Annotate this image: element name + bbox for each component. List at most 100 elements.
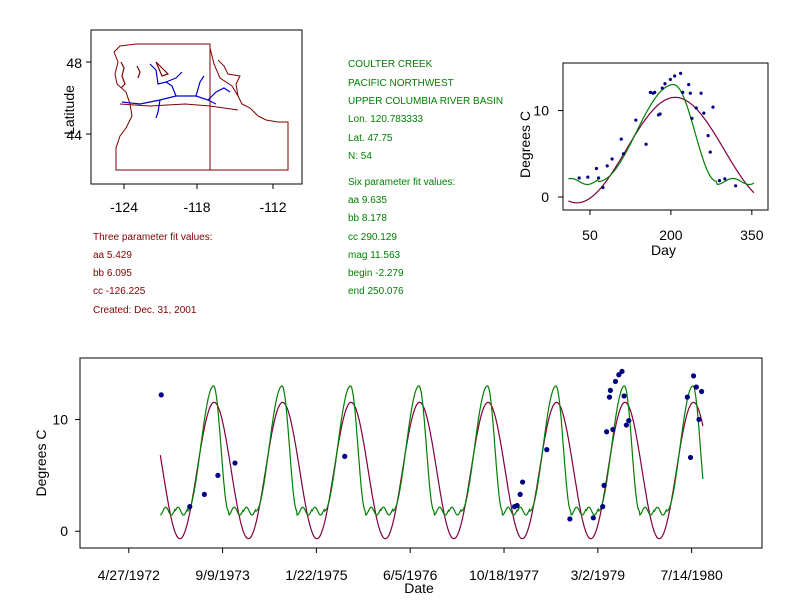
seasonal-xlabel: Day xyxy=(651,242,676,258)
seasonal-ytick-label: 0 xyxy=(541,189,549,205)
seasonal-point xyxy=(708,150,712,154)
map-xtick-label: -124 xyxy=(110,199,138,215)
seasonal-ytick-label: 10 xyxy=(533,103,549,119)
ts-point xyxy=(158,392,164,398)
seasonal-point xyxy=(694,106,698,110)
site-basin: UPPER COLUMBIA RIVER BASIN xyxy=(348,96,504,107)
three-param-title: Three parameter fit values: xyxy=(93,232,213,243)
ts-xtick-label: 10/18/1977 xyxy=(469,567,539,583)
river-okanogan xyxy=(165,71,183,83)
map-y-ticks xyxy=(86,61,91,135)
site-n: N: 54 xyxy=(348,151,372,162)
seasonal-point xyxy=(653,90,657,94)
seasonal-ylabel: Degrees C xyxy=(517,111,533,178)
ts-point xyxy=(601,482,607,489)
ts-point xyxy=(604,429,610,435)
river-snake xyxy=(207,87,231,101)
seasonal-point xyxy=(601,185,605,190)
site-region: PACIFIC NORTHWEST xyxy=(348,78,454,89)
seasonal-point xyxy=(690,116,694,120)
ts-ytick-label: 0 xyxy=(60,523,68,539)
region-outline xyxy=(113,43,289,171)
ts-point xyxy=(590,515,596,521)
ts-point xyxy=(698,388,705,395)
ts-point xyxy=(607,387,614,394)
ts-point xyxy=(511,504,518,510)
ts-point xyxy=(619,368,625,375)
ts-point xyxy=(544,447,550,453)
ts-point xyxy=(612,378,619,385)
ts-xtick-label: 7/14/1980 xyxy=(660,567,722,583)
ts-fit6-curve xyxy=(160,385,704,517)
site-lon: Lon. 120.783333 xyxy=(348,114,424,125)
ts-point xyxy=(514,502,520,509)
ts-point xyxy=(687,454,694,461)
seasonal-fit6-curve xyxy=(568,83,755,186)
seasonal-point xyxy=(663,82,667,86)
six-param-end: end 250.076 xyxy=(348,286,404,297)
ts-point xyxy=(519,479,526,485)
ts-xtick-label: 4/27/1972 xyxy=(98,567,160,583)
six-param-begin: begin -2.279 xyxy=(348,268,404,279)
seasonal-point xyxy=(648,90,652,94)
ts-point xyxy=(616,372,622,378)
ts-point xyxy=(567,516,573,522)
seasonal-point xyxy=(688,91,692,95)
six-param-cc: cc 290.129 xyxy=(348,232,397,243)
three-param-cc: cc -126.225 xyxy=(93,286,146,297)
created-date: Created: Dec. 31, 2001 xyxy=(93,305,197,316)
ts-xlabel: Date xyxy=(404,580,434,596)
ts-point xyxy=(696,416,702,423)
ts-point xyxy=(690,373,697,379)
seasonal-point xyxy=(681,90,685,94)
seasonal-point xyxy=(687,83,691,87)
seasonal-point xyxy=(621,152,626,156)
seasonal-point xyxy=(644,142,648,146)
map-ytick-label: 44 xyxy=(66,127,82,143)
seasonal-point xyxy=(706,134,710,138)
six-param-bb: bb 8.178 xyxy=(348,213,387,224)
seasonal-point xyxy=(656,113,661,117)
three-param-bb: bb 6.095 xyxy=(93,268,132,279)
seasonal-point xyxy=(658,112,662,116)
state-border-wa-or xyxy=(119,103,239,111)
ts-plot-frame xyxy=(79,357,763,549)
seasonal-point xyxy=(651,91,655,95)
rivers xyxy=(121,63,231,119)
puget-sound xyxy=(120,61,170,89)
ts-xtick-label: 6/5/1976 xyxy=(383,567,438,583)
ts-point xyxy=(600,504,606,510)
ts-point xyxy=(621,393,627,399)
seasonal-point xyxy=(605,164,609,168)
ts-ytick-label: 10 xyxy=(52,411,68,427)
site-lat: Lat. 47.75 xyxy=(348,133,393,144)
six-param-mag: mag 11.563 xyxy=(348,250,401,261)
seasonal-point xyxy=(699,91,703,95)
seasonal-xtick-label: 200 xyxy=(659,227,683,243)
ts-xtick-label: 9/9/1973 xyxy=(195,567,250,583)
seasonal-point xyxy=(594,166,599,171)
seasonal-point xyxy=(668,77,672,82)
seasonal-plot-frame xyxy=(562,62,769,211)
ts-point xyxy=(342,453,348,459)
seasonal-point xyxy=(660,86,664,90)
seasonal-point xyxy=(679,71,683,75)
seasonal-point xyxy=(634,118,638,122)
ts-point xyxy=(693,384,699,390)
seasonal-point xyxy=(711,105,715,109)
ts-point xyxy=(517,491,523,497)
river-upper-columbia xyxy=(149,63,177,97)
map-ytick-label: 48 xyxy=(66,55,82,71)
ts-point xyxy=(215,472,221,478)
seasonal-point xyxy=(597,176,601,180)
map-xtick-label: -118 xyxy=(184,199,211,215)
state-border-id-mt xyxy=(217,59,241,97)
seasonal-point xyxy=(723,177,727,181)
seasonal-point xyxy=(717,179,722,183)
six-param-aa: aa 9.635 xyxy=(348,195,387,206)
six-param-title: Six parameter fit values: xyxy=(348,177,456,188)
seasonal-fit3-curve xyxy=(568,96,755,204)
seasonal-point xyxy=(673,74,677,78)
ts-point xyxy=(684,394,690,400)
seasonal-point xyxy=(586,175,590,179)
